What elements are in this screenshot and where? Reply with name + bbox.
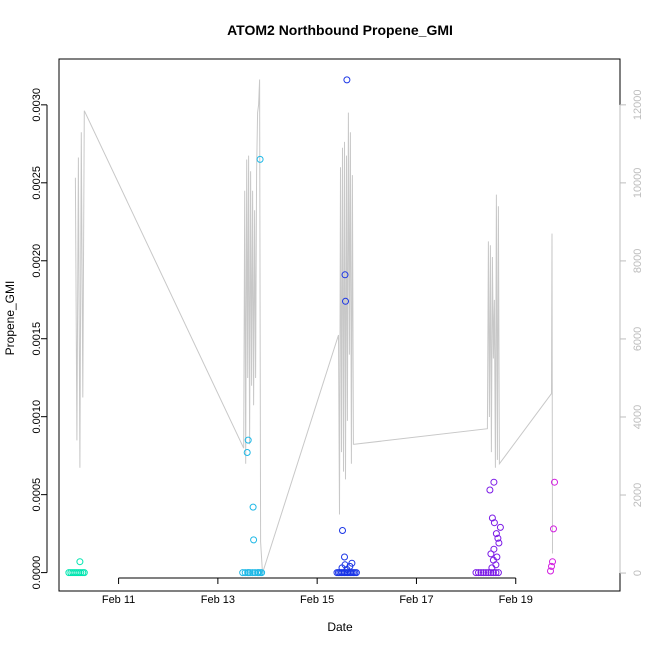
data-point [343, 76, 351, 84]
y2-tick-label: 2000 [632, 483, 644, 507]
y2-tick-label: 0 [632, 570, 644, 576]
y2-tick-label: 8000 [632, 249, 644, 273]
data-point [550, 525, 557, 533]
data-point [80, 569, 88, 577]
data-point [548, 562, 555, 570]
data-point [549, 558, 556, 566]
data-point [494, 534, 502, 542]
data-point [249, 503, 257, 511]
y2-tick-label: 12000 [632, 90, 644, 121]
data-point [487, 569, 495, 577]
x-tick-label: Feb 19 [499, 594, 533, 606]
right-axis: 0 2000 4000 6000 8000 10000 12000 [619, 90, 644, 576]
left-axis: 0.0000 0.0005 0.0010 0.0015 0.0020 0.0025 0.00… [31, 88, 48, 590]
data-point [258, 569, 266, 577]
line-layer [74, 79, 553, 574]
data-point [76, 558, 84, 566]
x-tick-label: Feb 15 [300, 594, 334, 606]
data-point [352, 569, 360, 577]
data-point [492, 530, 500, 538]
data-point [488, 514, 496, 522]
data-point [243, 449, 251, 456]
y-tick-label: 0.0015 [31, 322, 43, 356]
data-point [255, 569, 263, 577]
data-point [477, 569, 485, 577]
x-axis: Feb 11 Feb 13 Feb 15 Feb 17 Feb 19 [102, 577, 533, 606]
data-point [489, 569, 497, 577]
data-point [496, 523, 504, 531]
y-tick-label: 0.0020 [31, 244, 43, 278]
x-tick-label: Feb 13 [201, 594, 235, 606]
y-tick-label: 0.0000 [31, 556, 43, 590]
grey-series-line [74, 79, 553, 574]
y-tick-label: 0.0030 [31, 88, 43, 122]
data-point [241, 569, 249, 577]
data-point [244, 436, 252, 444]
data-point [490, 519, 498, 527]
data-point [339, 527, 346, 534]
data-point [490, 545, 498, 553]
data-point [472, 569, 480, 577]
x-axis-label: Date [327, 620, 353, 634]
data-point [256, 155, 264, 163]
y2-tick-label: 6000 [632, 327, 644, 351]
data-point [77, 569, 85, 577]
y-tick-label: 0.0005 [31, 478, 43, 512]
x-tick-label: Feb 17 [399, 594, 433, 606]
y-tick-label: 0.0025 [31, 166, 43, 200]
data-point [484, 569, 492, 577]
data-point [495, 539, 503, 547]
y2-tick-label: 4000 [632, 405, 644, 429]
data-point [245, 569, 253, 577]
data-point [486, 486, 494, 494]
data-point [75, 569, 83, 577]
data-point [492, 561, 500, 569]
data-point [547, 567, 554, 575]
x-tick-label: Feb 11 [102, 594, 135, 606]
data-point [341, 553, 348, 561]
y2-tick-label: 10000 [632, 168, 644, 199]
data-point [475, 569, 482, 577]
data-point [492, 569, 500, 577]
data-point [551, 478, 558, 486]
chart-title: ATOM2 Northbound Propene_GMI [227, 22, 453, 38]
data-point [490, 478, 498, 486]
data-point [341, 561, 349, 569]
points-layer [65, 76, 558, 577]
data-point [250, 536, 258, 544]
data-point [342, 297, 349, 305]
data-point [348, 559, 356, 567]
data-point [493, 553, 501, 561]
data-point [494, 569, 502, 577]
data-point [341, 271, 349, 279]
y-tick-label: 0.0010 [31, 400, 43, 434]
y-axis-label: Propene_GMI [3, 281, 17, 356]
data-point [482, 569, 490, 577]
data-point [480, 569, 487, 577]
